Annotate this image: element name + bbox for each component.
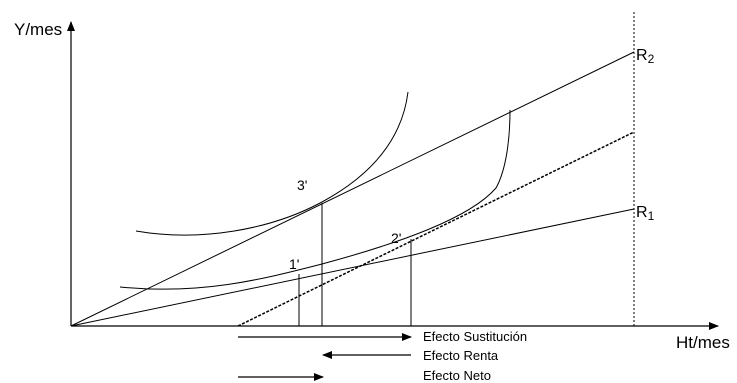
income-effect-label: Efecto Renta bbox=[423, 348, 499, 363]
x-axis-label: Ht/mes bbox=[676, 333, 730, 352]
r1-subscript: 1 bbox=[648, 209, 655, 223]
budget-line-r1-label: R1 bbox=[636, 204, 655, 223]
budget-line-r2-label: R2 bbox=[636, 47, 655, 66]
r2-letter: R bbox=[636, 47, 648, 64]
r2-subscript: 2 bbox=[648, 52, 655, 66]
compensated-budget-line bbox=[237, 131, 635, 327]
indifference-curve-low bbox=[119, 109, 511, 290]
r1-letter: R bbox=[636, 204, 648, 221]
point-label-2: 2' bbox=[391, 230, 401, 246]
indifference-curve-high bbox=[135, 91, 409, 236]
budget-line-r2 bbox=[70, 51, 635, 327]
point-label-1: 1' bbox=[289, 256, 299, 272]
net-effect-label: Efecto Neto bbox=[423, 368, 491, 383]
substitution-effect-label: Efecto Sustitución bbox=[423, 329, 527, 344]
budget-line-r1 bbox=[70, 208, 635, 327]
y-axis-label: Y/mes bbox=[14, 20, 62, 39]
point-label-3: 3' bbox=[297, 177, 307, 193]
